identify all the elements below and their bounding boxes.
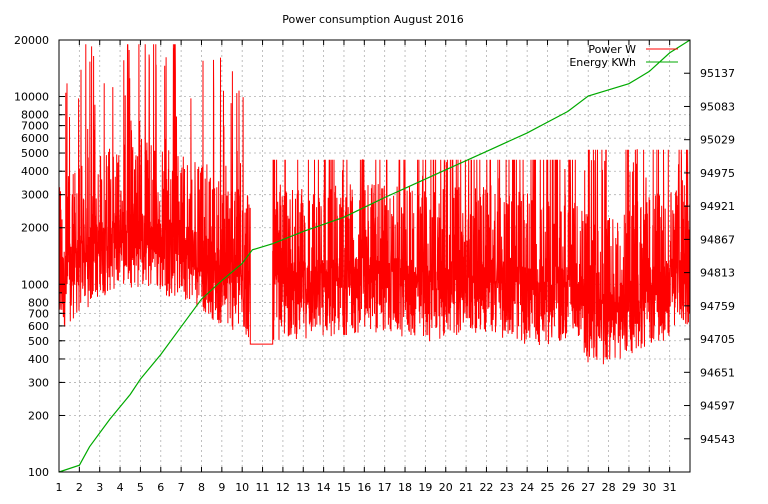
y-left-tick-label: 6000 bbox=[21, 132, 49, 145]
y-left-tick-label: 400 bbox=[28, 353, 49, 366]
y-left-tick-label: 300 bbox=[28, 376, 49, 389]
x-tick-label: 1 bbox=[56, 481, 63, 494]
y-right-tick-label: 94759 bbox=[700, 300, 735, 313]
axes: 1 2 3 4 5 6 7 8 9 10 11 12 13 14 15 16 17 18 19 20 21 22 23 24 2… bbox=[14, 34, 735, 494]
y-left-tick-label: 8000 bbox=[21, 109, 49, 122]
x-tick-label: 25 bbox=[541, 481, 555, 494]
y-right-tick-label: 94597 bbox=[700, 400, 735, 413]
y-right-tick-label: 94813 bbox=[700, 267, 735, 280]
x-tick-label: 8 bbox=[198, 481, 205, 494]
y-left-tick-label: 600 bbox=[28, 320, 49, 333]
x-tick-label: 15 bbox=[337, 481, 351, 494]
y-left-tick-label: 20000 bbox=[14, 34, 49, 47]
x-tick-label: 2 bbox=[76, 481, 83, 494]
plot-frame bbox=[58, 39, 691, 473]
y-right-tick-label: 95137 bbox=[700, 67, 735, 80]
x-tick-label: 28 bbox=[602, 481, 616, 494]
x-tick-label: 27 bbox=[581, 481, 595, 494]
y-left-tick-label: 500 bbox=[28, 335, 49, 348]
y-left-tick-label: 10000 bbox=[14, 91, 49, 104]
y-right-tick-label: 95083 bbox=[700, 100, 735, 113]
x-tick-label: 3 bbox=[96, 481, 103, 494]
y-right-tick-label: 94921 bbox=[700, 200, 735, 213]
x-tick-label: 6 bbox=[157, 481, 164, 494]
energy-series-line bbox=[58, 39, 691, 473]
x-tick-label: 21 bbox=[459, 481, 473, 494]
y-left-tick-label: 7000 bbox=[21, 120, 49, 133]
y-right-tick-label: 94975 bbox=[700, 167, 735, 180]
x-tick-label: 18 bbox=[398, 481, 412, 494]
x-tick-label: 9 bbox=[218, 481, 225, 494]
plot-area bbox=[58, 39, 691, 473]
y-left-tick-label: 1000 bbox=[21, 278, 49, 291]
x-tick-label: 5 bbox=[137, 481, 144, 494]
x-tick-label: 31 bbox=[663, 481, 677, 494]
legend-label: Power W bbox=[588, 43, 636, 56]
x-tick-label: 26 bbox=[561, 481, 575, 494]
x-tick-label: 10 bbox=[235, 481, 249, 494]
x-tick-label: 19 bbox=[418, 481, 432, 494]
y-right-tick-label: 94651 bbox=[700, 366, 735, 379]
x-tick-label: 20 bbox=[439, 481, 453, 494]
y-left-tick-label: 2000 bbox=[21, 222, 49, 235]
x-tick-label: 17 bbox=[378, 481, 392, 494]
legend-label: Energy KWh bbox=[569, 56, 636, 69]
x-tick-label: 11 bbox=[256, 481, 270, 494]
y-left-tick-label: 800 bbox=[28, 296, 49, 309]
y-right-tick-label: 94543 bbox=[700, 433, 735, 446]
x-tick-label: 22 bbox=[479, 481, 493, 494]
chart-title: Power consumption August 2016 bbox=[282, 13, 463, 26]
x-tick-label: 24 bbox=[520, 481, 534, 494]
x-tick-label: 4 bbox=[117, 481, 124, 494]
y-left-tick-label: 4000 bbox=[21, 165, 49, 178]
y-left-tick-label: 5000 bbox=[21, 147, 49, 160]
x-tick-label: 30 bbox=[642, 481, 656, 494]
y-left-tick-label: 3000 bbox=[21, 189, 49, 202]
y-right-tick-label: 95029 bbox=[700, 134, 735, 147]
x-tick-label: 16 bbox=[357, 481, 371, 494]
y-left-tick-label: 100 bbox=[28, 466, 49, 479]
y-left-tick-label: 700 bbox=[28, 307, 49, 320]
power-series-line bbox=[58, 44, 691, 365]
x-tick-label: 13 bbox=[296, 481, 310, 494]
x-tick-label: 29 bbox=[622, 481, 636, 494]
y-right-tick-label: 94705 bbox=[700, 333, 735, 346]
y-right-tick-label: 94867 bbox=[700, 233, 735, 246]
x-tick-label: 23 bbox=[500, 481, 514, 494]
x-tick-label: 7 bbox=[178, 481, 185, 494]
y-left-tick-label: 200 bbox=[28, 409, 49, 422]
x-tick-label: 12 bbox=[276, 481, 290, 494]
x-tick-label: 14 bbox=[317, 481, 331, 494]
